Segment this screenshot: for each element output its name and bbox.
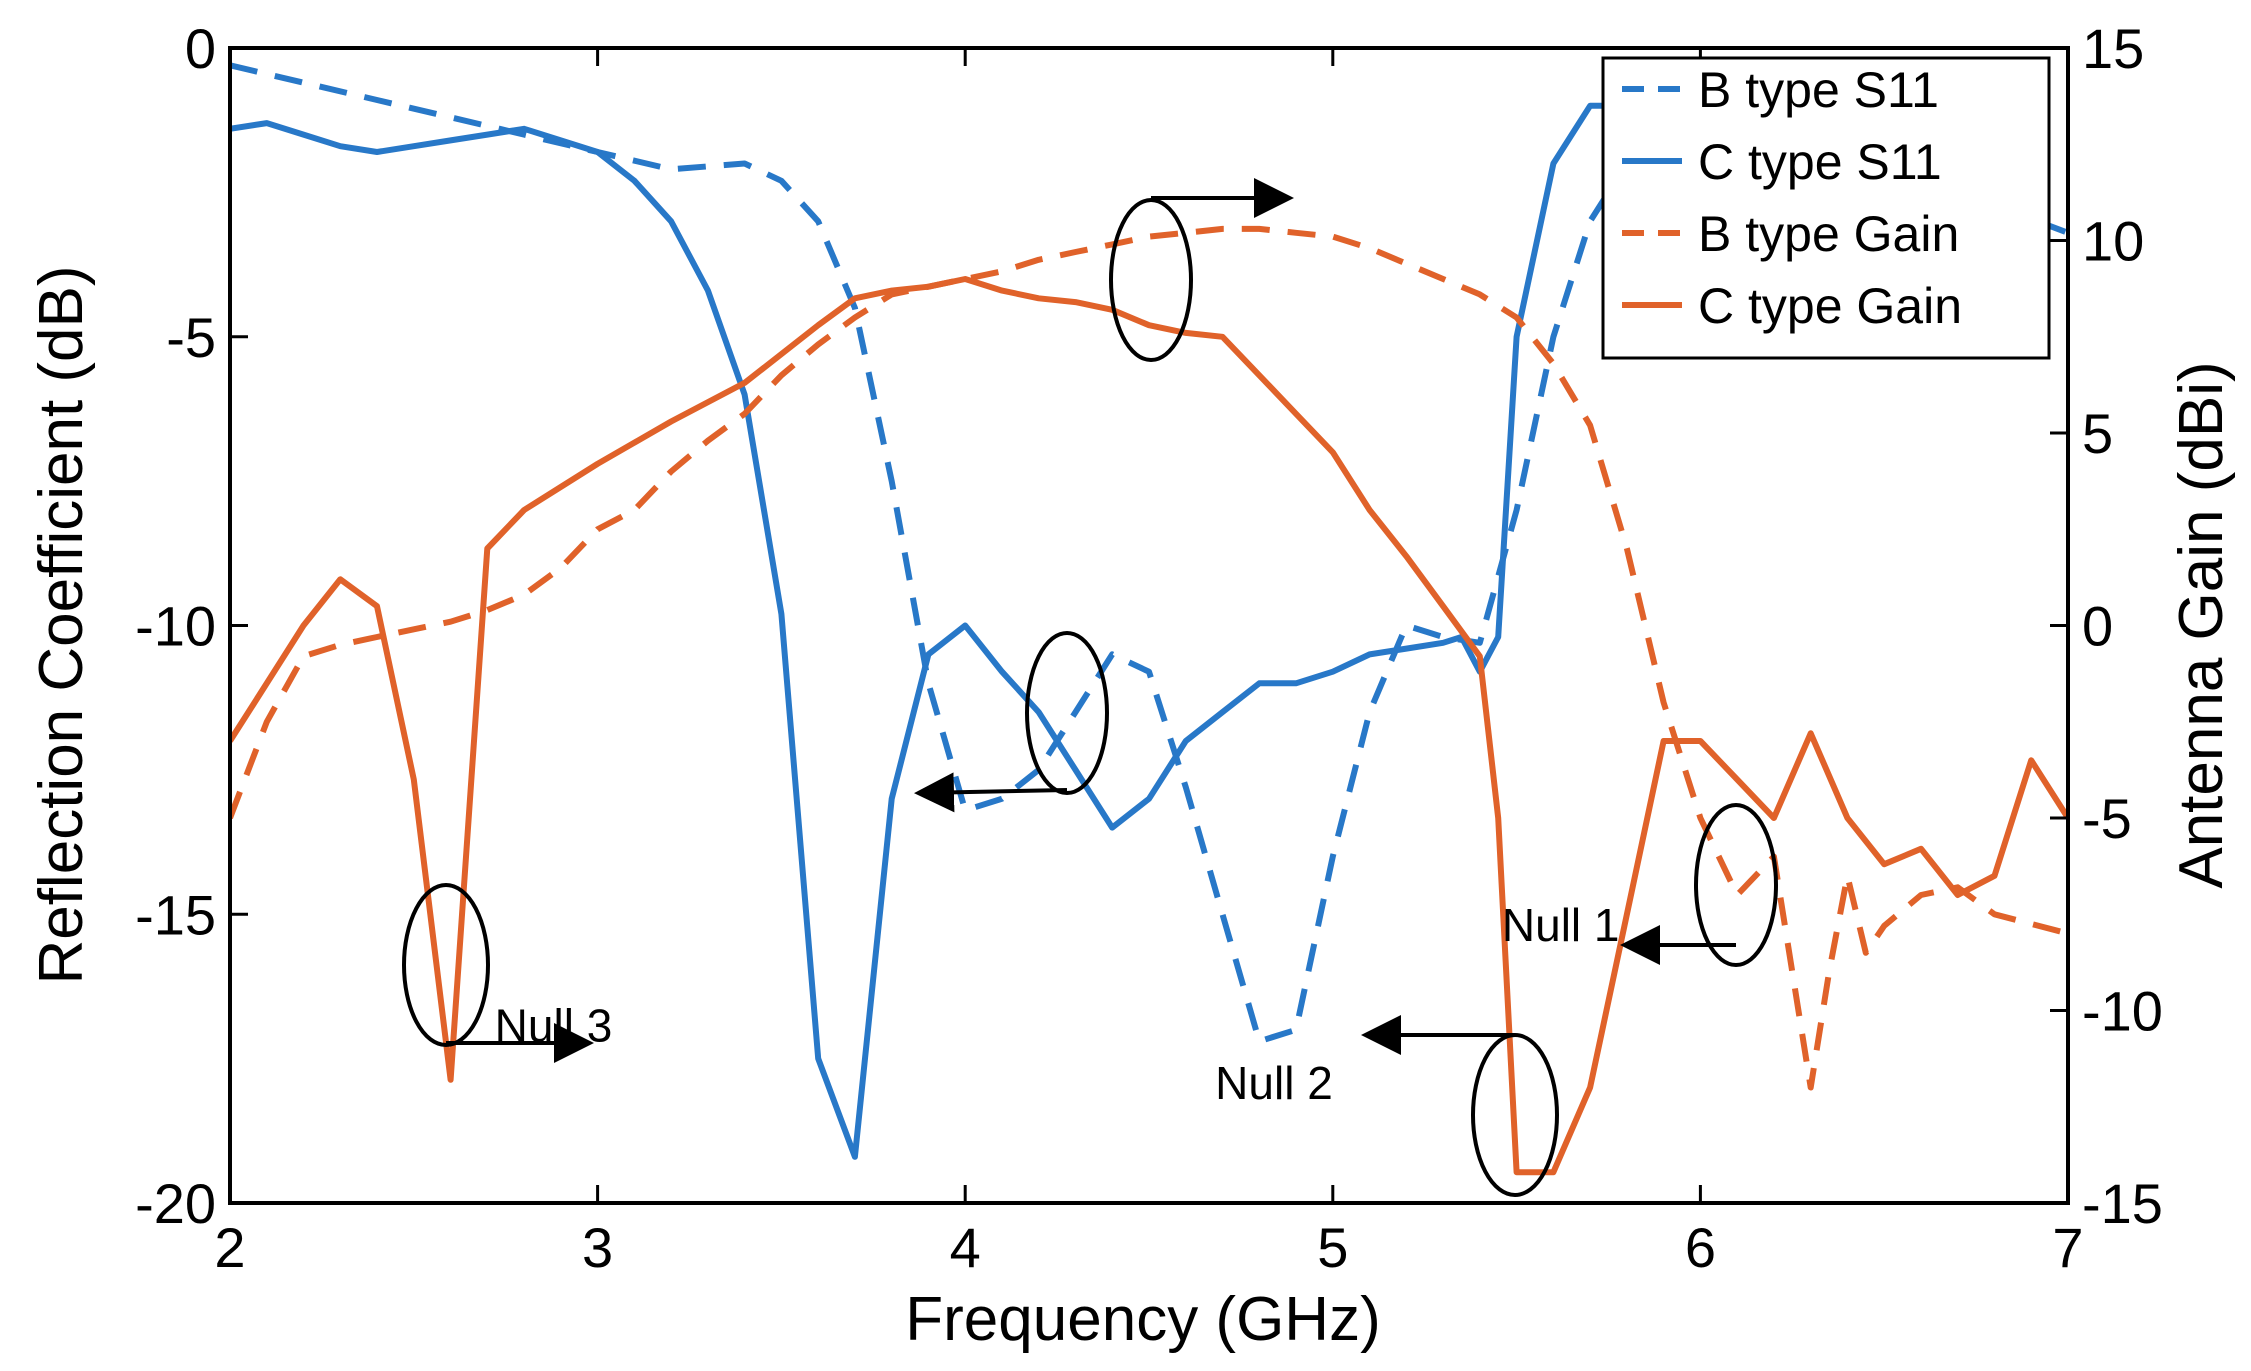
y-left-tick-label: 0	[185, 17, 216, 80]
y-right-tick-label: 10	[2082, 210, 2144, 273]
x-tick-label: 7	[2052, 1216, 2083, 1279]
series-line-b-type-s11	[230, 62, 2068, 1045]
y-axis-right-title: Antenna Gain (dBi)	[2167, 361, 2236, 888]
x-tick-label: 3	[582, 1216, 613, 1279]
legend-label-c-type-gain: C type Gain	[1698, 278, 1962, 334]
y-right-tick-label: 15	[2082, 17, 2144, 80]
x-tick-label: 5	[1317, 1216, 1348, 1279]
legend-label-b-type-gain: B type Gain	[1698, 206, 1959, 262]
legend: B type S11 C type S11 B type Gain C type Ga…	[1601, 56, 2051, 360]
y-right-tick-label: -15	[2082, 1172, 2163, 1235]
s11-group-ellipse	[1025, 631, 1109, 795]
legend-label-b-type-s11: B type S11	[1698, 62, 1939, 118]
y-axis-left-title: Reflection Coefficient (dB)	[27, 265, 96, 984]
legend-entries: B type S11 C type S11 B type Gain C type Ga…	[1622, 62, 1962, 334]
x-tick-label: 6	[1685, 1216, 1716, 1279]
y-left-tick-label: -10	[135, 595, 216, 658]
null-1-label: Null 1	[1502, 899, 1620, 951]
series-line-b-type-gain	[230, 225, 2068, 1091]
ticks-layer: 2 3 4 5 6 7 0 -5 -10 -15 -20 15 10 5 0 -5 -10 -15	[135, 17, 2163, 1279]
null-3-label: Null 3	[495, 999, 613, 1051]
x-tick-label: 4	[950, 1216, 981, 1279]
y-right-tick-label: -5	[2082, 787, 2132, 850]
series-line-c-type-gain	[230, 276, 2068, 1176]
annotation-layer: Null 1 Null 2 Null 3	[402, 178, 1778, 1197]
x-axis-title: Frequency (GHz)	[905, 1285, 1380, 1354]
null-1-ellipse	[1694, 803, 1778, 967]
y-right-tick-label: -10	[2082, 980, 2163, 1043]
y-right-tick-label: 0	[2082, 595, 2113, 658]
legend-label-c-type-s11: C type S11	[1698, 134, 1942, 190]
s11-group-arrow	[914, 772, 1068, 813]
y-left-tick-label: -20	[135, 1172, 216, 1235]
null-2-label: Null 2	[1215, 1057, 1333, 1109]
x-tick-label: 2	[214, 1216, 245, 1279]
y-right-tick-label: 5	[2082, 402, 2113, 465]
series-line-c-type-s11	[230, 102, 1627, 1160]
series-layer	[230, 62, 2068, 1176]
y-left-tick-label: -5	[166, 306, 216, 369]
y-left-tick-label: -15	[135, 883, 216, 946]
